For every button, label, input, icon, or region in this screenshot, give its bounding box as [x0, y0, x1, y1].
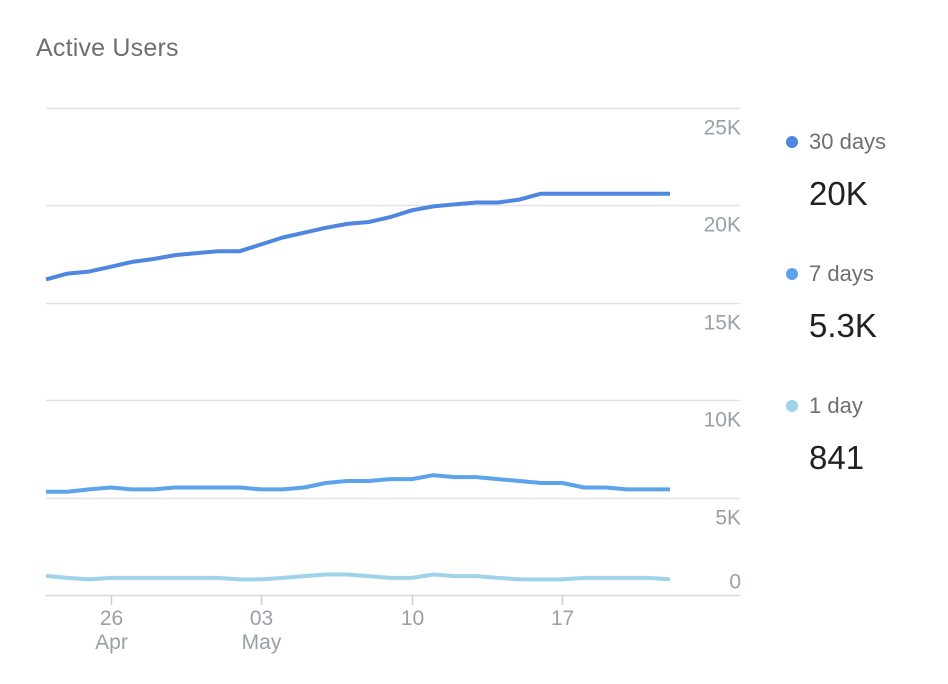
series-color-dot	[786, 136, 798, 148]
legend-value: 20K	[809, 175, 868, 212]
y-tick-label: 25K	[704, 117, 741, 140]
legend-value: 841	[809, 439, 865, 476]
series-color-dot	[786, 268, 798, 280]
y-tick-label: 0	[729, 571, 741, 594]
x-tick-label: 26	[100, 607, 123, 630]
x-tick-month-label: Apr	[95, 631, 128, 654]
y-tick-label: 5K	[715, 507, 741, 530]
x-tick-label: 03	[250, 607, 273, 630]
series-line-1-day	[45, 572, 671, 582]
legend-label: 7 days	[809, 261, 874, 286]
legend-item-1-day[interactable]: 1 day 841	[786, 390, 936, 522]
legend: 30 days 20K 7 days 5.3K 1 day 841	[786, 126, 936, 522]
y-axis-ticks: 0 5K 10K 15K 20K 25K	[704, 117, 741, 594]
legend-label: 1 day	[809, 393, 863, 418]
x-tick-month-label: May	[242, 631, 282, 654]
series-line-30-days	[45, 191, 670, 282]
legend-value: 5.3K	[809, 307, 877, 344]
x-tick-label: 17	[551, 607, 574, 630]
series-color-dot	[786, 400, 798, 412]
series-line-7-days	[46, 473, 670, 494]
card-title: Active Users	[36, 34, 179, 62]
gridlines	[46, 107, 740, 597]
legend-label: 30 days	[809, 129, 887, 154]
legend-item-7-days[interactable]: 7 days 5.3K	[786, 258, 936, 390]
series-lines	[45, 191, 671, 582]
legend-item-30-days[interactable]: 30 days 20K	[786, 126, 936, 258]
y-tick-label: 15K	[704, 312, 741, 335]
y-tick-label: 10K	[704, 409, 741, 432]
x-tick-label: 10	[401, 607, 424, 630]
y-tick-label: 20K	[704, 214, 741, 237]
